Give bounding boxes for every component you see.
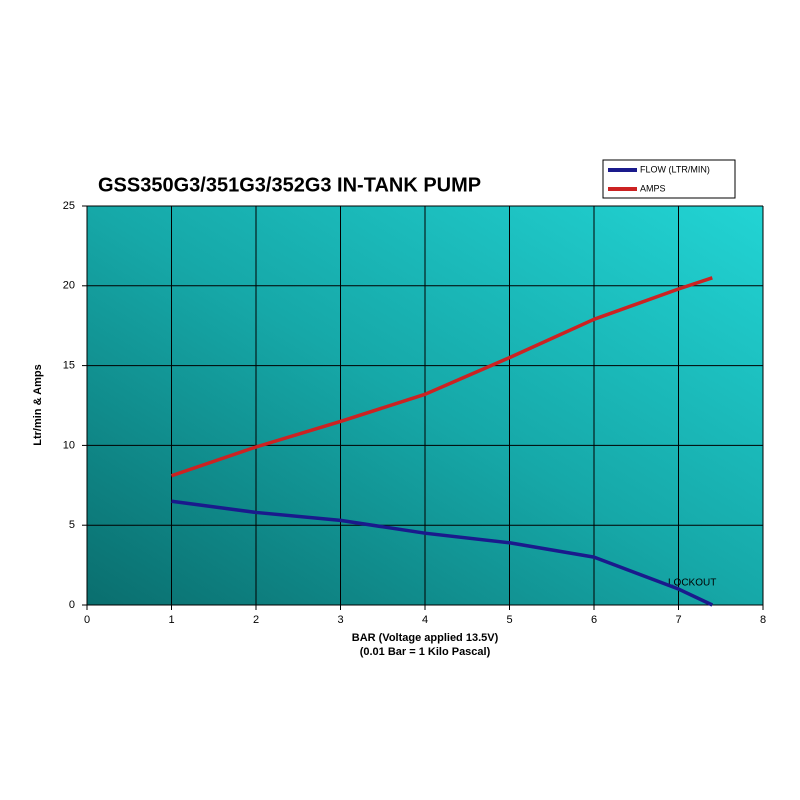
y-tick-label: 0 bbox=[69, 599, 75, 611]
x-axis-label-sub: (0.01 Bar = 1 Kilo Pascal) bbox=[360, 646, 491, 658]
x-tick-label: 7 bbox=[675, 614, 681, 626]
x-tick-label: 6 bbox=[591, 614, 597, 626]
x-axis-label: BAR (Voltage applied 13.5V) bbox=[352, 632, 499, 644]
x-tick-label: 3 bbox=[337, 614, 343, 626]
y-tick-label: 25 bbox=[63, 200, 75, 212]
annotation: LOCKOUT bbox=[668, 578, 716, 589]
y-tick-label: 10 bbox=[63, 439, 75, 451]
legend bbox=[602, 159, 736, 199]
series-line bbox=[170, 276, 713, 478]
x-tick-label: 5 bbox=[506, 614, 512, 626]
x-tick-label: 0 bbox=[84, 614, 90, 626]
series-line bbox=[171, 499, 714, 607]
y-tick-label: 5 bbox=[69, 519, 75, 531]
y-axis-label: Ltr/min & Amps bbox=[32, 364, 44, 446]
x-tick-label: 2 bbox=[253, 614, 259, 626]
legend-label: AMPS bbox=[640, 183, 666, 193]
chart-title: GSS350G3/351G3/352G3 IN-TANK PUMP bbox=[98, 174, 481, 196]
x-tick-label: 8 bbox=[760, 614, 766, 626]
y-tick-label: 15 bbox=[63, 360, 75, 372]
legend-label: FLOW (LTR/MIN) bbox=[640, 164, 710, 174]
y-tick-label: 20 bbox=[63, 280, 75, 292]
x-tick-label: 4 bbox=[422, 614, 428, 626]
x-tick-label: 1 bbox=[168, 614, 174, 626]
